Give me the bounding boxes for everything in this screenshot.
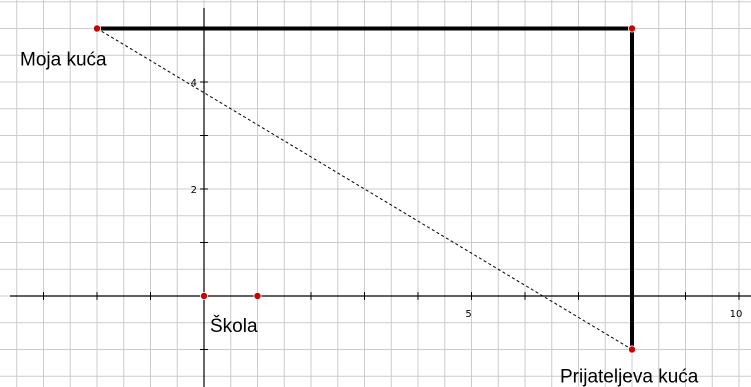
points: [93, 24, 637, 354]
x-tick-label-5: 5: [465, 309, 471, 320]
point-corner: [628, 24, 637, 33]
point-labels: Moja kuća Škola Prijateljeva kuća: [20, 50, 699, 387]
y-tick-label-2: 2: [191, 185, 197, 196]
point-moja: [93, 24, 102, 33]
label-skola: Škola: [210, 315, 258, 337]
tick-labels: 5 10 2 4: [191, 78, 743, 320]
y-tick-label-4: 4: [191, 78, 197, 89]
point-skola: [199, 291, 208, 300]
label-prijateljeva-kuca: Prijateljeva kuća: [560, 367, 699, 387]
tick-marks: [43, 28, 740, 350]
axes: [10, 8, 751, 387]
point-extra: [253, 291, 262, 300]
point-prijatelj: [628, 345, 637, 354]
dashed-route-line: [96, 28, 633, 350]
label-moja-kuca: Moja kuća: [20, 50, 107, 71]
x-tick-label-10: 10: [730, 309, 743, 320]
